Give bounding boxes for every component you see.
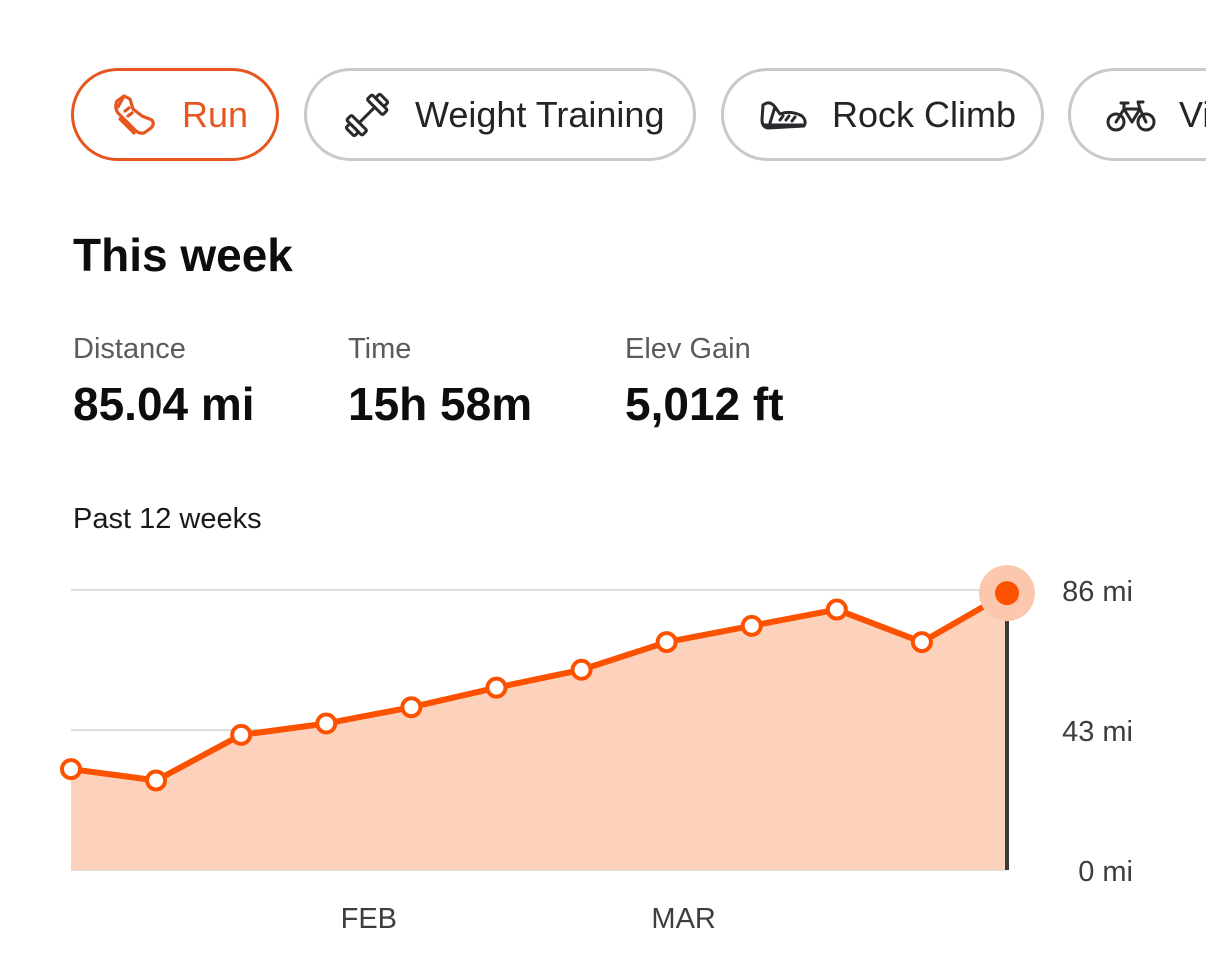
chart-heading: Past 12 weeks [73, 503, 262, 535]
tab-weight-training-label: Weight Training [415, 93, 665, 135]
y-tick-label-0: 0 mi [1078, 856, 1133, 888]
data-point-8 [655, 631, 678, 654]
x-tick-label-mar: MAR [651, 903, 715, 935]
data-point-12 [995, 581, 1019, 606]
stat-time-label: Time [348, 333, 412, 365]
weekly-distance-chart[interactable]: 0 mi 43 mi 86 mi FEB MAR [0, 560, 1206, 973]
x-tick-label-feb: FEB [341, 903, 397, 935]
stat-distance-label: Distance [73, 333, 186, 365]
tab-virtual-ride-label: Vi [1179, 93, 1206, 135]
data-point-3 [230, 723, 253, 746]
y-tick-label-1: 43 mi [1062, 716, 1133, 748]
stat-time-value: 15h 58m [348, 378, 533, 430]
tab-run[interactable]: Run [71, 68, 279, 161]
climbing-shoe-icon [758, 89, 810, 141]
dumbbell-icon [341, 89, 393, 141]
stat-elev-gain-label: Elev Gain [625, 333, 751, 365]
data-point-10 [825, 598, 848, 621]
tab-rock-climb[interactable]: Rock Climb [721, 68, 1044, 161]
tab-virtual-ride[interactable]: Vi [1068, 68, 1206, 161]
data-point-4 [315, 712, 338, 735]
data-point-11 [910, 631, 933, 654]
tab-weight-training[interactable]: Weight Training [304, 68, 696, 161]
stat-time: Time 15h 58m [348, 332, 532, 432]
run-shoe-icon [108, 89, 160, 141]
data-point-2 [145, 769, 168, 792]
data-point-5 [400, 696, 423, 719]
section-title: This week [73, 229, 293, 281]
tab-run-label: Run [182, 93, 249, 135]
data-point-9 [740, 614, 763, 637]
bike-icon [1105, 89, 1157, 141]
stat-distance-value: 85.04 mi [73, 378, 255, 430]
data-point-7 [570, 658, 593, 681]
activity-type-tabs: Run Weight Training [0, 0, 1206, 200]
tab-rock-climb-label: Rock Climb [832, 93, 1017, 135]
stat-elev-gain-value: 5,012 ft [625, 378, 784, 430]
data-point-1 [60, 758, 82, 781]
area-fill [71, 593, 1007, 870]
series-line [68, 590, 1010, 784]
stat-elev-gain: Elev Gain 5,012 ft [625, 332, 784, 432]
stat-distance: Distance 85.04 mi [73, 332, 255, 432]
y-tick-label-2: 86 mi [1062, 576, 1133, 608]
data-point-6 [485, 676, 508, 699]
